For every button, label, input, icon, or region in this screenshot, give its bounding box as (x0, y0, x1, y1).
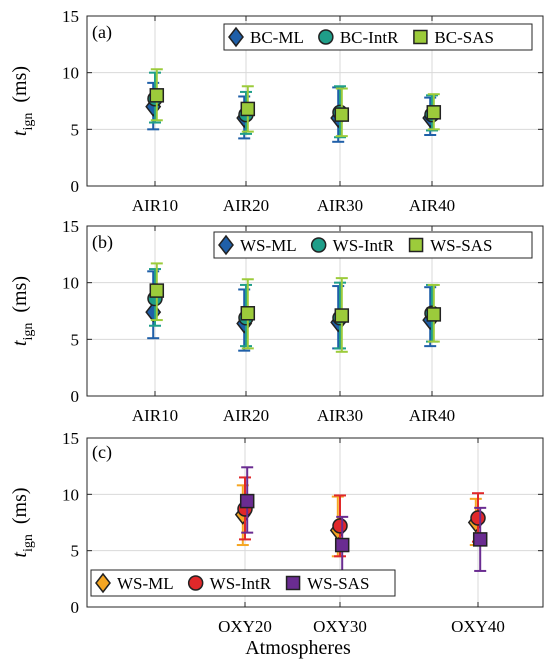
plot-frame (86, 225, 544, 397)
panel-label: (b) (92, 232, 113, 253)
y-tick-label: 15 (62, 429, 79, 448)
x-tick-label: OXY40 (451, 617, 505, 636)
legend-label: BC-ML (250, 28, 304, 47)
legend-marker (187, 575, 204, 591)
legend-marker (408, 237, 424, 253)
x-tick-label: OXY30 (313, 617, 367, 636)
legend-marker (285, 575, 301, 591)
x-tick-label: AIR10 (132, 406, 178, 425)
data-point (240, 101, 256, 117)
y-tick-label: 10 (62, 274, 79, 293)
y-tick-label: 0 (71, 598, 80, 617)
chart-panel-a: 0 5 10 15 AIR10 AIR20 AIR30 AIR40 tign (ms) (a) BC… (9, 7, 544, 215)
x-tick-label: AIR20 (223, 406, 269, 425)
legend-marker (413, 29, 428, 45)
x-tick-label: AIR40 (409, 196, 455, 215)
legend-box (223, 23, 533, 51)
data-point (240, 306, 256, 321)
data-point (239, 493, 255, 509)
legend-box (90, 569, 396, 597)
series-bc-sas (149, 68, 442, 138)
legend-marker (228, 26, 244, 48)
data-point (149, 283, 165, 298)
legend-label: WS-SAS (430, 236, 492, 255)
y-tick-label: 0 (71, 387, 80, 406)
y-tick-label: 5 (71, 542, 80, 561)
legend-label: WS-SAS (307, 574, 369, 593)
plot-frame (86, 437, 544, 608)
data-point (426, 105, 442, 120)
x-axis-label: Atmospheres (245, 637, 351, 659)
panel-label: (c) (92, 442, 112, 463)
data-point (470, 510, 486, 526)
legend-label: WS-IntR (210, 574, 272, 593)
y-axis-label: tign (ms) (9, 487, 36, 557)
data-point (334, 308, 350, 323)
series-ws-sas (149, 262, 442, 353)
data-point (426, 307, 442, 322)
legend: WS-ML WS-IntR WS-SAS (213, 231, 533, 259)
y-tick-label: 0 (71, 177, 80, 196)
y-tick-label: 10 (62, 64, 79, 83)
y-tick-label: 5 (71, 120, 80, 139)
legend: WS-ML WS-IntR WS-SAS (90, 569, 396, 597)
data-point (332, 518, 348, 534)
panel-label: (a) (92, 22, 112, 43)
data-point (334, 107, 350, 122)
x-tick-label: AIR20 (223, 196, 269, 215)
y-tick-label: 5 (71, 330, 80, 349)
y-tick-label: 15 (62, 7, 79, 26)
legend: BC-ML BC-IntR BC-SAS (223, 23, 533, 51)
data-point (334, 537, 350, 553)
legend-label: BC-SAS (434, 28, 494, 47)
y-tick-label: 15 (62, 217, 79, 236)
plot-frame (86, 15, 544, 187)
x-tick-label: AIR30 (317, 196, 363, 215)
legend-marker (218, 234, 234, 256)
legend-label: WS-ML (240, 236, 297, 255)
data-point (472, 532, 488, 547)
legend-box (213, 231, 533, 259)
chart-panel-b: 0 5 10 15 AIR10 AIR20 AIR30 AIR40 tign (ms) (b) WS… (9, 217, 544, 425)
legend-marker (310, 237, 327, 253)
data-point (149, 88, 165, 103)
x-tick-label: AIR30 (317, 406, 363, 425)
x-tick-label: OXY20 (218, 617, 272, 636)
x-tick-label: AIR40 (409, 406, 455, 425)
legend-marker (318, 29, 334, 45)
x-tick-label: AIR10 (132, 196, 178, 215)
legend-marker (95, 572, 111, 594)
y-axis-label: tign (ms) (9, 66, 36, 136)
legend-label: WS-IntR (333, 236, 395, 255)
y-axis-label: tign (ms) (9, 276, 36, 346)
legend-label: BC-IntR (340, 28, 399, 47)
panels: 0 5 10 15 AIR10 AIR20 AIR30 AIR40 tign (ms) (a) BC… (9, 7, 544, 636)
legend-label: WS-ML (117, 574, 174, 593)
y-tick-label: 10 (62, 485, 79, 504)
